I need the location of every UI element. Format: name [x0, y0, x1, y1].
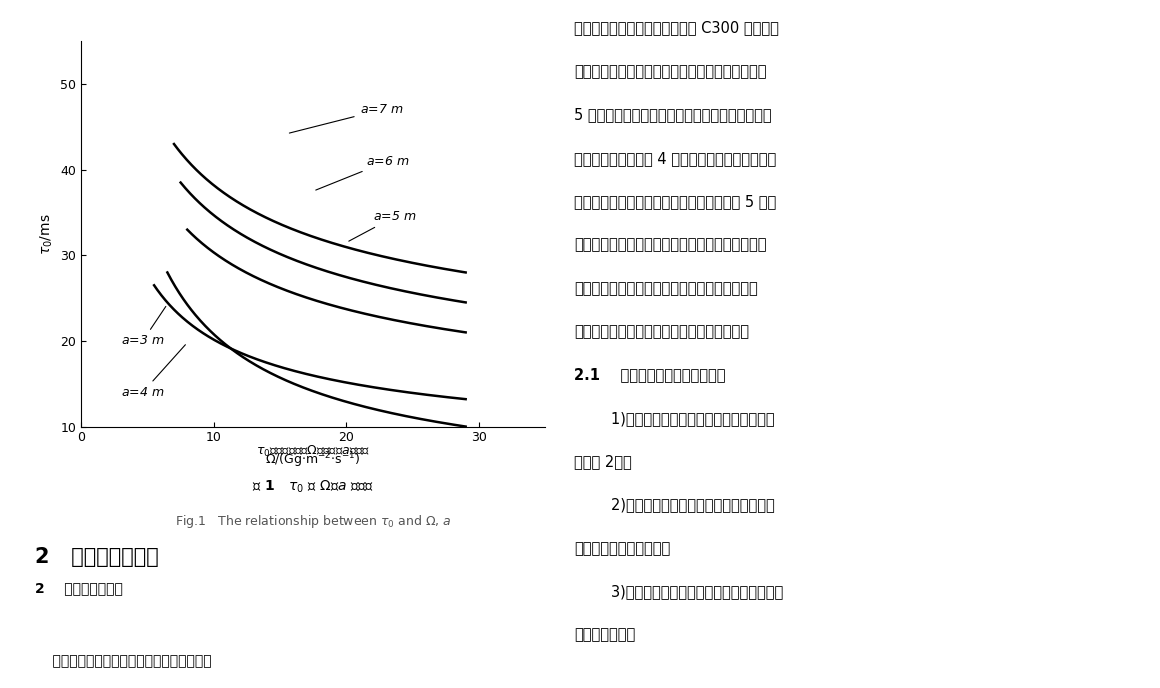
Text: 四川久安芯电子科技公司生产的 C300 电子雷管: 四川久安芯电子科技公司生产的 C300 电子雷管 — [574, 21, 780, 36]
Text: $\tau_0$－间隔时间；$\mathit{\Omega}$－波阻；$a$－孔距: $\tau_0$－间隔时间；$\mathit{\Omega}$－波阻；$a$－孔… — [256, 444, 370, 459]
Text: 5 次试验。为了积累经验和便于数据对比分析，采: 5 次试验。为了积累经验和便于数据对比分析，采 — [574, 107, 771, 122]
Text: $a$=3 m: $a$=3 m — [121, 306, 166, 347]
Text: 2    电子雷管的应用: 2 电子雷管的应用 — [35, 581, 123, 595]
Text: 参数进行校核。: 参数进行校核。 — [574, 627, 636, 643]
Text: （见图 2）。: （见图 2）。 — [574, 454, 632, 469]
Text: Fig.1   The relationship between $\tau_0$ and $\mathit{\Omega}$, $a$: Fig.1 The relationship between $\tau_0$ … — [175, 513, 451, 530]
Text: 图 1   $\tau_0$ 与 $\mathit{\Omega}$，$a$ 的关系: 图 1 $\tau_0$ 与 $\mathit{\Omega}$，$a$ 的关系 — [253, 478, 374, 495]
Text: 2.1    电子雷管起爆网路使用规则: 2.1 电子雷管起爆网路使用规则 — [574, 367, 726, 383]
Text: $a$=4 m: $a$=4 m — [121, 345, 186, 399]
Text: 2)电子雷管应严格按照设计的网路延时时: 2)电子雷管应严格按照设计的网路延时时 — [574, 497, 775, 513]
Text: 为了进一步提高矿山开采水平、爆破效果和: 为了进一步提高矿山开采水平、爆破效果和 — [35, 654, 211, 668]
Y-axis label: $\tau_0$/ms: $\tau_0$/ms — [38, 213, 55, 255]
Text: 用控制变量法，将前 4 次试验，保持爆破网路孔间: 用控制变量法，将前 4 次试验，保持爆破网路孔间 — [574, 151, 776, 166]
Text: 2   电子雷管的应用: 2 电子雷管的应用 — [35, 547, 159, 567]
Text: $a$=6 m: $a$=6 m — [316, 155, 409, 190]
Text: 间，设定现场延时时间。: 间，设定现场延时时间。 — [574, 541, 670, 556]
Text: $a$=5 m: $a$=5 m — [349, 211, 416, 241]
Text: 分析，得出的最佳排间延时时间更有说服力。: 分析，得出的最佳排间延时时间更有说服力。 — [574, 324, 749, 339]
Text: 3)雷管录入过程中或完成后，应多次对孔内: 3)雷管录入过程中或完成后，应多次对孔内 — [574, 584, 783, 599]
X-axis label: $\Omega$/(Gg$\cdot$m$^{-2}$$\cdot$s$^{-1}$): $\Omega$/(Gg$\cdot$m$^{-2}$$\cdot$s$^{-1… — [266, 450, 361, 470]
Text: 时时间。通过不同排间延时时间的爆破效果对比: 时时间。通过不同排间延时时间的爆破效果对比 — [574, 281, 757, 296]
Text: $a$=7 m: $a$=7 m — [289, 103, 403, 133]
Text: 起爆系统，在榆树沟大理岁矿山东、北采区进行了: 起爆系统，在榆树沟大理岁矿山东、北采区进行了 — [574, 64, 767, 79]
Text: 1)电子雷管网路采用并联的形式进行连接: 1)电子雷管网路采用并联的形式进行连接 — [574, 411, 775, 426]
Text: 延时时间不变，只改变排间延时时间；在第 5 次试: 延时时间不变，只改变排间延时时间；在第 5 次试 — [574, 194, 776, 209]
Text: 验中，既改变了排间的延时时间，也改变了孔间延: 验中，既改变了排间的延时时间，也改变了孔间延 — [574, 237, 767, 252]
